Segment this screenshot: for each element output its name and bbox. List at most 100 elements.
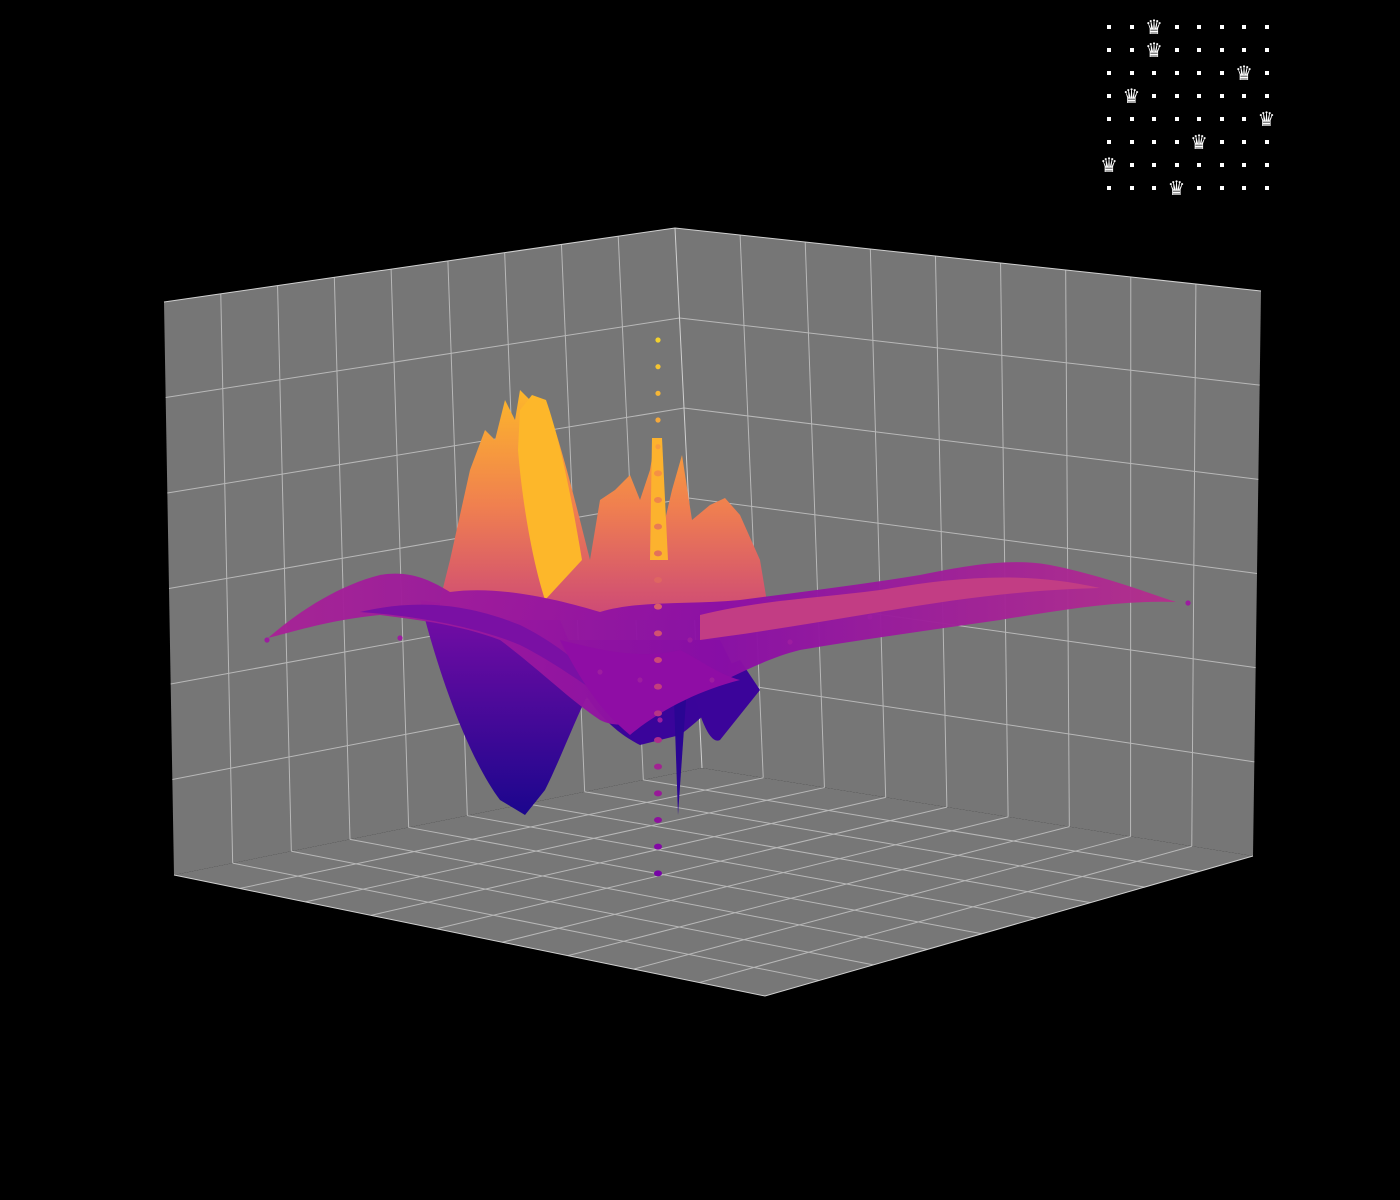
dot-icon: [1098, 62, 1120, 84]
surface-sheet: [268, 562, 1176, 725]
dot-icon: [1188, 108, 1210, 130]
dot-icon: [1174, 48, 1179, 52]
dot-icon: [1188, 39, 1210, 61]
n-queens-board: ♛ ♛ ♛ ♛ ♛ ♛ ♛ ♛: [1098, 16, 1290, 206]
dot-icon: [1143, 85, 1165, 107]
grid-line: [467, 815, 1037, 919]
dot-icon: [1242, 94, 1246, 98]
grid-line: [239, 777, 764, 889]
dot-icon: [1242, 140, 1246, 144]
scatter-point: [654, 790, 662, 797]
grid-line: [167, 407, 685, 494]
dot-icon: [1174, 117, 1179, 121]
dot-icon: [1129, 71, 1134, 75]
dot-icon: [1188, 62, 1210, 84]
dot-icon: [1211, 62, 1233, 84]
surface-fold: [700, 577, 1100, 640]
dot-icon: [1219, 163, 1224, 167]
dot-icon: [1264, 48, 1269, 52]
surface-peak-highlight: [518, 395, 582, 600]
dot-icon: [1129, 117, 1134, 121]
grid-line: [165, 317, 680, 398]
dot-icon: [1233, 39, 1255, 61]
dot-icon: [1219, 186, 1224, 190]
dot-icon: [1166, 154, 1188, 176]
dot-icon: [1098, 16, 1120, 38]
scatter-point: [655, 444, 661, 450]
grid-line: [699, 845, 1192, 984]
dot-icon: [1129, 140, 1134, 144]
queen-icon: ♛: [1121, 85, 1143, 107]
dot-icon: [1256, 39, 1278, 61]
dot-icon: [1264, 94, 1269, 98]
dot-icon: [1233, 85, 1255, 107]
surface-mesh: [268, 390, 1176, 815]
scatter-point: [787, 639, 793, 645]
scatter-point: [654, 683, 662, 690]
dot-icon: [1098, 177, 1120, 199]
dot-icon: [1264, 71, 1269, 75]
dot-icon: [1197, 186, 1201, 190]
grid-line: [633, 835, 1131, 970]
queen-icon: ♛: [1145, 15, 1163, 39]
dot-icon: [1256, 177, 1278, 199]
queen-icon: ♛: [1122, 84, 1141, 108]
queen-icon: ♛: [1257, 107, 1276, 131]
dot-icon: [1098, 108, 1120, 130]
dot-icon: [1233, 108, 1255, 130]
dot-icon: [1242, 48, 1246, 52]
scatter-point: [867, 614, 873, 620]
dot-icon: [1166, 16, 1188, 38]
dot-icon: [1256, 131, 1278, 153]
dot-icon: [1233, 16, 1255, 38]
dot-icon: [1098, 131, 1120, 153]
scatter-point: [654, 550, 662, 557]
dot-icon: [1143, 177, 1165, 199]
grid-line: [679, 317, 1260, 386]
dot-icon: [1264, 140, 1269, 144]
dot-icon: [1152, 140, 1156, 144]
dot-icon: [1188, 154, 1210, 176]
queen-icon: ♛: [1235, 61, 1253, 85]
dot-icon: [1219, 94, 1224, 98]
dot-icon: [1211, 39, 1233, 61]
pane-floor: [174, 768, 1253, 996]
dot-icon: [1219, 25, 1224, 29]
dot-icon: [1264, 186, 1269, 190]
scatter-points: [264, 337, 1191, 877]
dot-icon: [1129, 25, 1134, 29]
dot-icon: [1121, 108, 1143, 130]
dot-icon: [1188, 16, 1210, 38]
grid-line: [567, 826, 1070, 957]
scatter-point: [655, 364, 661, 370]
dot-icon: [1166, 131, 1188, 153]
dot-icon: [1152, 186, 1156, 190]
scatter-point: [655, 390, 661, 396]
dot-icon: [1197, 71, 1201, 75]
dot-icon: [1233, 177, 1255, 199]
dot-icon: [1143, 108, 1165, 130]
dot-icon: [1107, 25, 1111, 29]
dot-icon: [1264, 163, 1269, 167]
dot-icon: [1129, 48, 1134, 52]
dot-icon: [1211, 154, 1233, 176]
queen-icon: ♛: [1145, 38, 1163, 62]
grid-line: [349, 838, 928, 950]
surface-fold: [360, 604, 610, 700]
dot-icon: [1174, 163, 1179, 167]
queen-icon: ♛: [1100, 153, 1118, 177]
dot-icon: [1166, 108, 1188, 130]
scatter-point: [654, 710, 662, 717]
dot-icon: [1166, 62, 1188, 84]
dot-icon: [1152, 94, 1156, 98]
dot-icon: [1242, 117, 1246, 121]
dot-icon: [1211, 177, 1233, 199]
scatter-point: [654, 470, 662, 477]
dot-icon: [1129, 186, 1134, 190]
queen-icon: ♛: [1188, 131, 1210, 153]
dot-icon: [1233, 131, 1255, 153]
grid-line: [643, 779, 1199, 873]
dot-icon: [1152, 71, 1156, 75]
dot-icon: [1121, 39, 1143, 61]
dot-icon: [1121, 131, 1143, 153]
